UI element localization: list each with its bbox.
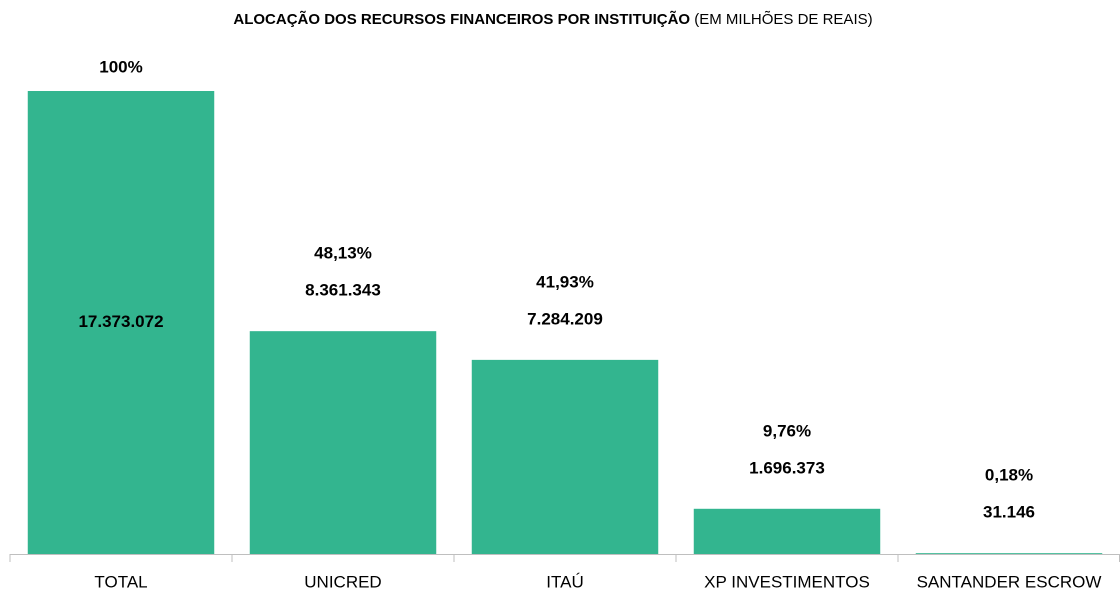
x-tick-label: SANTANDER ESCROW	[917, 572, 1102, 591]
chart-title: ALOCAÇÃO DOS RECURSOS FINANCEIROS POR IN…	[233, 10, 690, 28]
chart-title-group: ALOCAÇÃO DOS RECURSOS FINANCEIROS POR IN…	[233, 10, 872, 28]
bar	[693, 508, 881, 554]
bar	[249, 331, 437, 554]
percentage-label: 0,18%	[985, 466, 1033, 485]
value-label: 17.373.072	[78, 312, 163, 331]
x-tick-label: XP INVESTIMENTOS	[704, 572, 870, 591]
percentage-label: 100%	[99, 57, 142, 76]
value-label: 1.696.373	[749, 458, 825, 477]
x-tick-label: TOTAL	[94, 572, 147, 591]
value-label: 7.284.209	[527, 309, 603, 328]
x-tick-label: UNICRED	[304, 572, 381, 591]
percentage-label: 48,13%	[314, 244, 372, 263]
chart-subtitle: (EM MILHÕES DE REAIS)	[694, 11, 872, 28]
value-label: 31.146	[983, 503, 1035, 522]
bar	[471, 359, 659, 554]
bar	[27, 91, 215, 554]
x-tick-label: ITAÚ	[546, 572, 583, 591]
bar	[915, 553, 1103, 554]
percentage-label: 41,93%	[536, 272, 594, 291]
percentage-label: 9,76%	[763, 421, 811, 440]
value-label: 8.361.343	[305, 281, 381, 300]
